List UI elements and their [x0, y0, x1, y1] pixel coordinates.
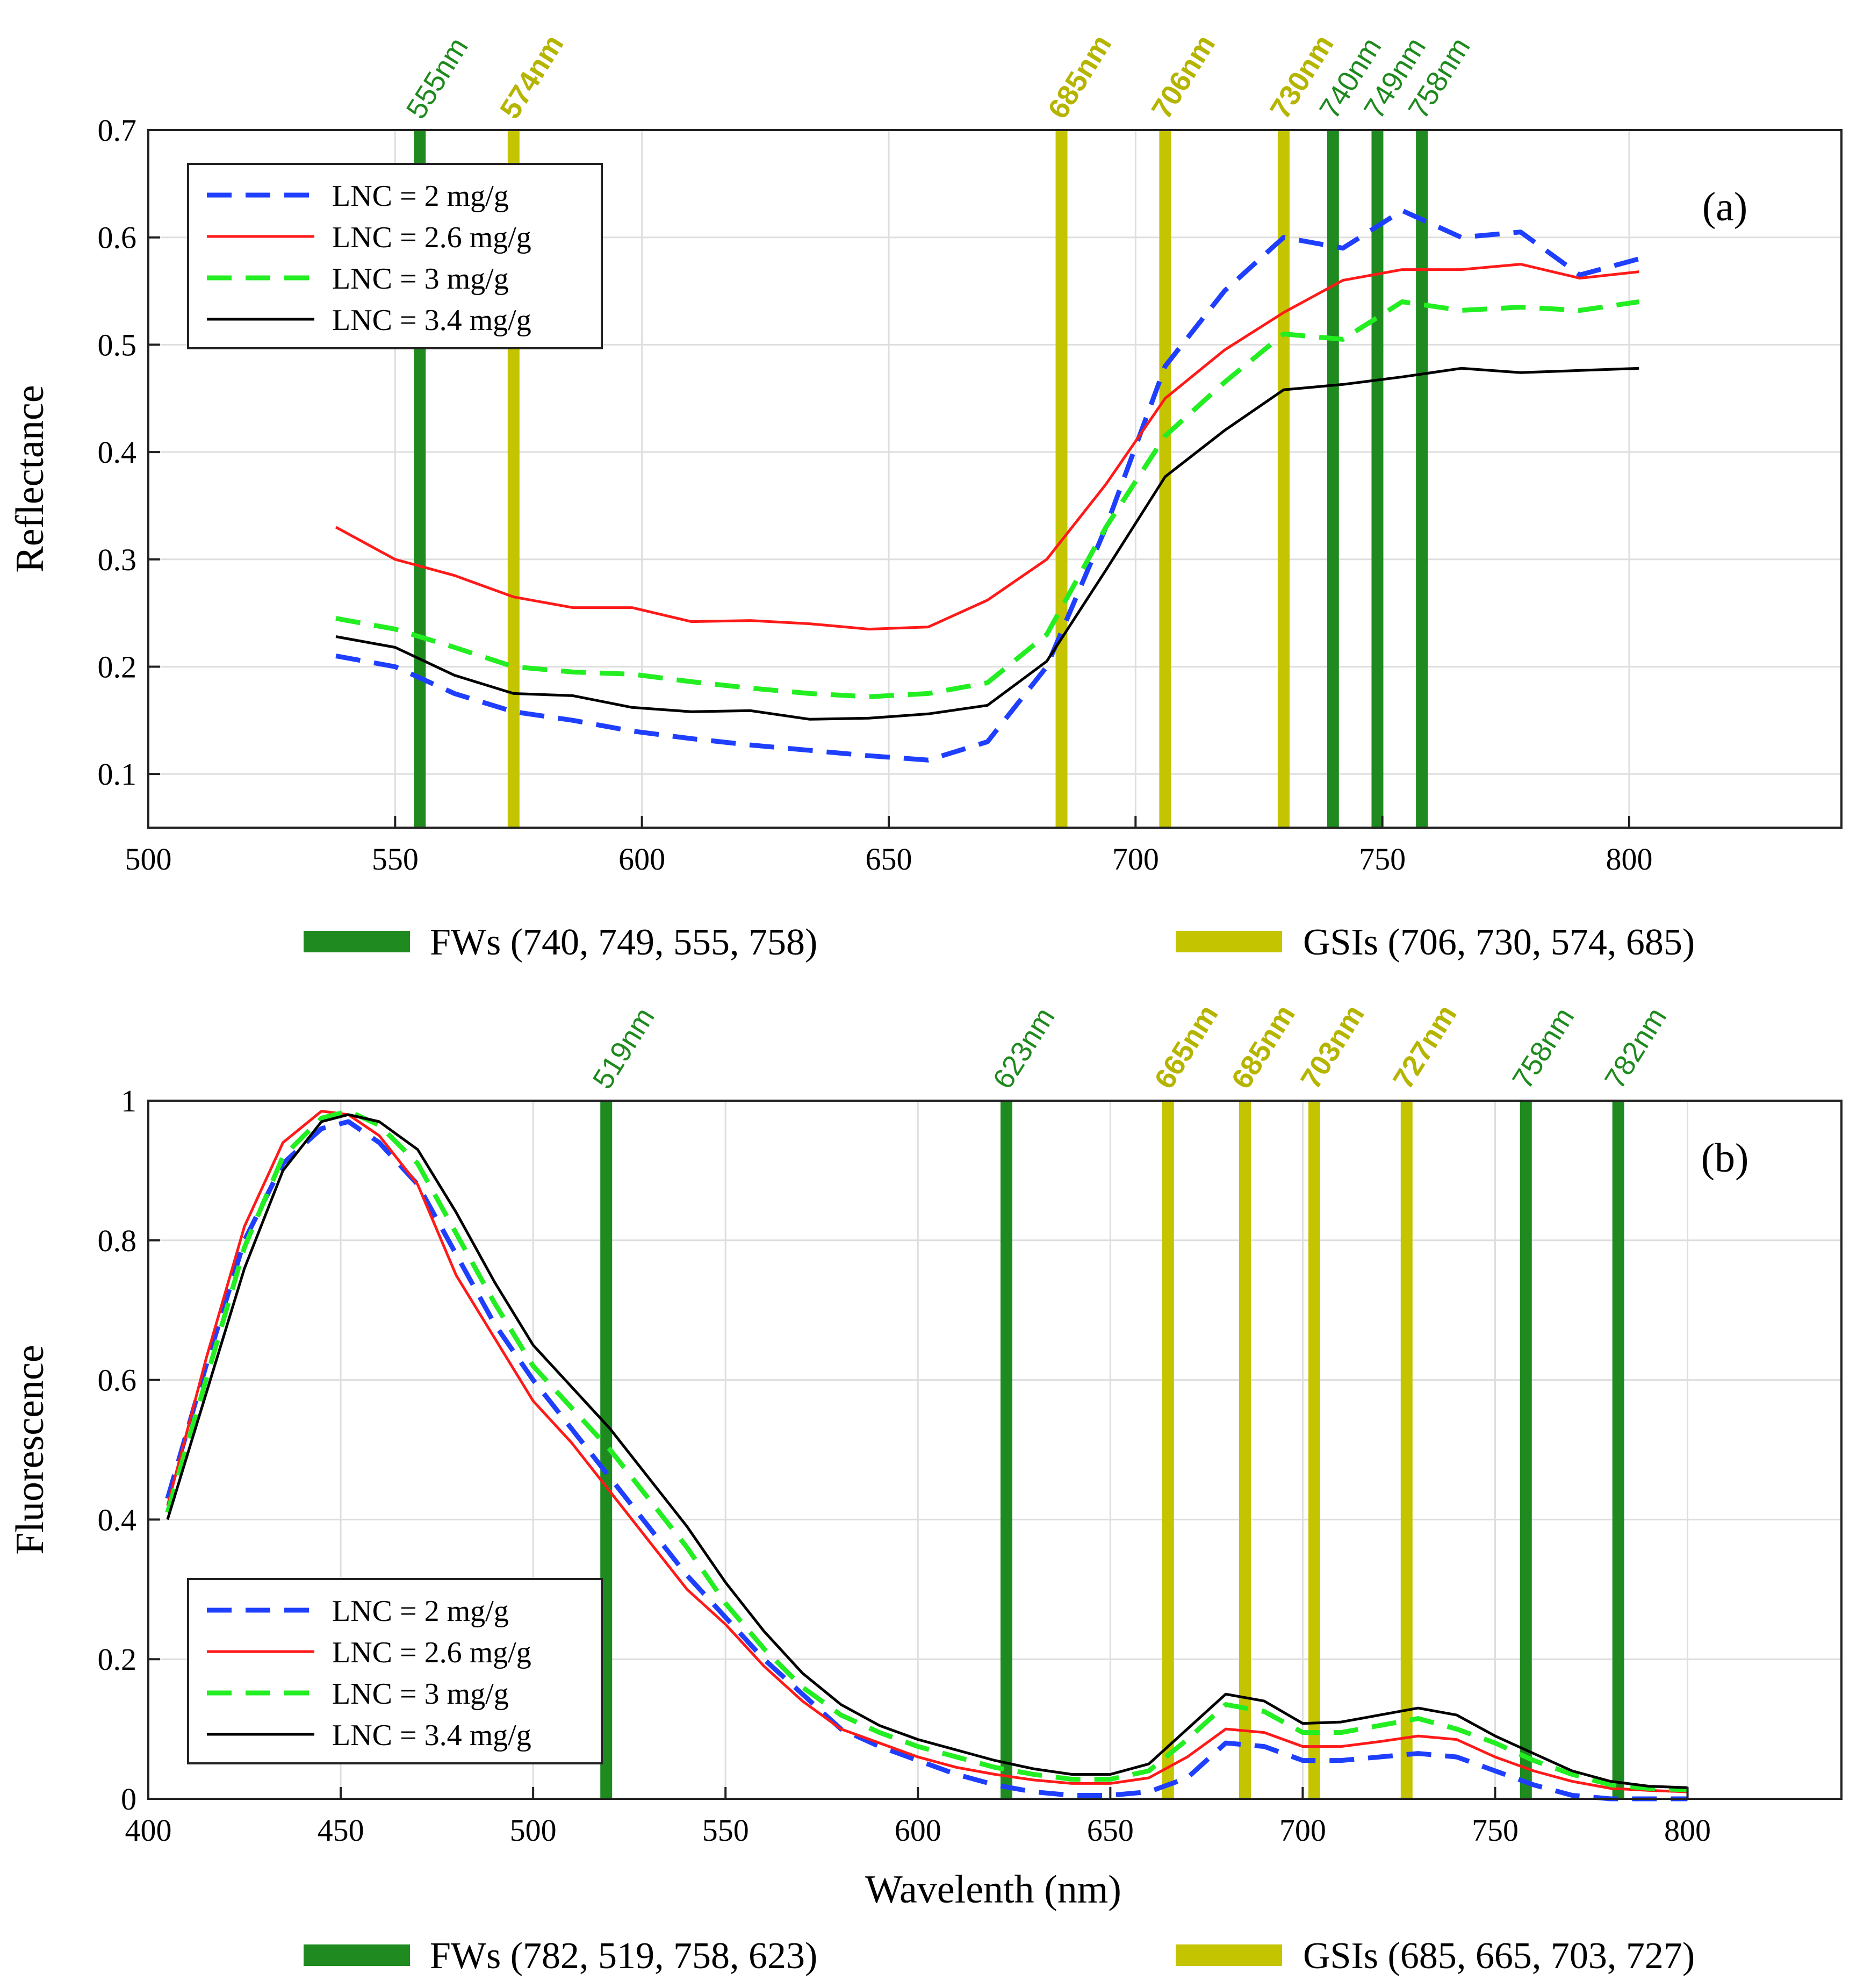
x-tick-label: 400: [125, 1813, 172, 1848]
band-label-703: 703nm: [1294, 999, 1371, 1094]
gsi-legend-swatch: [1176, 1944, 1282, 1966]
band-label-727: 727nm: [1387, 999, 1463, 1094]
x-axis-title: Wavelenth (nm): [865, 1868, 1121, 1912]
band-label-685: 685nm: [1225, 999, 1301, 1094]
fw-legend-label: FWs (740, 749, 555, 758): [430, 922, 817, 963]
series-line-4: [335, 367, 1639, 721]
band-label-706: 706nm: [1146, 29, 1222, 124]
y-tick-label: 0.2: [98, 1642, 137, 1677]
x-tick-label: 600: [895, 1813, 941, 1848]
legend-label-1: LNC = 2 mg/g: [332, 1595, 509, 1628]
y-axis-title: Fluorescence: [8, 1345, 52, 1554]
band-749-fws-bar: [1371, 130, 1384, 828]
x-tick-label: 750: [1472, 1813, 1519, 1848]
series-line-4: [166, 1113, 1688, 1789]
x-tick-label: 700: [1112, 842, 1159, 877]
band-727-gsis-bar: [1400, 1101, 1413, 1799]
legend-label-2: LNC = 2.6 mg/g: [332, 1636, 531, 1669]
band-740-fws-bar: [1327, 130, 1339, 828]
gsi-legend-label: GSIs (706, 730, 574, 685): [1303, 922, 1695, 963]
y-tick-label: 0.1: [98, 757, 137, 792]
band-label-782: 782nm: [1599, 1002, 1673, 1095]
panel-a-reflectance-chart: 500 550 600 650 700 750 800 0.1 0.2 0.3 0.4 0.5 0.6 0…: [8, 29, 1843, 963]
panel-b-fluorescence-chart: 400 450 500 550 600 650 700 750 800 0 0.2 0.4 0.6 0.8…: [8, 999, 1843, 1977]
panel-tag: (b): [1701, 1136, 1749, 1181]
y-tick-label: 0.5: [98, 327, 137, 362]
band-758-fws-bar: [1416, 130, 1428, 828]
series-line-1: [335, 208, 1640, 763]
x-tick-label: 500: [125, 842, 172, 877]
fw-legend-swatch: [304, 931, 410, 952]
y-tick-label: 0.7: [98, 113, 137, 148]
band-label-623: 623nm: [987, 1002, 1061, 1095]
x-tick-label: 800: [1606, 842, 1652, 877]
series-line-2: [166, 1110, 1688, 1793]
band-519-fws-bar: [600, 1101, 613, 1799]
band-623-fws-bar: [1000, 1101, 1012, 1799]
series-line-3: [165, 1109, 1688, 1792]
band-703-gsis-bar: [1308, 1101, 1320, 1799]
band-label-665: 665nm: [1148, 999, 1225, 1094]
y-tick-label: 0.2: [98, 649, 137, 684]
y-tick-label: 0.4: [98, 435, 137, 470]
x-tick-label: 550: [372, 842, 419, 877]
band-685-gsis-bar: [1055, 130, 1068, 828]
fw-legend-label: FWs (782, 519, 758, 623): [430, 1935, 817, 1977]
x-tick-label: 750: [1359, 842, 1406, 877]
y-axis-title: Reflectance: [8, 385, 52, 572]
series-line-2: [335, 263, 1639, 631]
band-label-574: 574nm: [494, 29, 570, 124]
legend-label-1: LNC = 2 mg/g: [332, 180, 509, 213]
y-tick-label: 0.4: [98, 1502, 137, 1537]
y-tick-label: 0: [121, 1782, 136, 1817]
band-782-fws-bar: [1612, 1101, 1624, 1799]
fw-legend-swatch: [304, 1944, 410, 1966]
legend-label-4: LNC = 3.4 mg/g: [332, 1719, 531, 1752]
y-tick-label: 1: [121, 1083, 136, 1118]
series-line-3: [335, 299, 1639, 699]
y-tick-label: 0.6: [98, 220, 137, 255]
axes-frame: [147, 1100, 1843, 1800]
y-tick-label: 0.3: [98, 542, 137, 577]
gsi-legend-label: GSIs (685, 665, 703, 727): [1303, 1935, 1695, 1977]
y-tick-label: 0.8: [98, 1223, 137, 1258]
x-tick-label: 450: [318, 1813, 364, 1848]
x-tick-label: 650: [865, 842, 912, 877]
x-tick-label: 800: [1664, 1813, 1711, 1848]
band-label-758: 758nm: [1506, 1002, 1580, 1095]
x-tick-label: 700: [1279, 1813, 1326, 1848]
band-758-fws-bar: [1520, 1101, 1532, 1799]
band-label-555: 555nm: [400, 32, 474, 125]
band-665-gsis-bar: [1162, 1101, 1174, 1799]
y-tick-label: 0.6: [98, 1363, 137, 1398]
x-tick-label: 650: [1087, 1813, 1134, 1848]
axes-frame: [147, 129, 1843, 829]
legend-label-4: LNC = 3.4 mg/g: [332, 304, 531, 337]
band-label-685: 685nm: [1042, 29, 1118, 124]
legend-label-3: LNC = 3 mg/g: [332, 262, 509, 296]
x-tick-label: 500: [510, 1813, 557, 1848]
panel-tag: (a): [1702, 184, 1747, 229]
series-line-1: [165, 1119, 1688, 1802]
legend-label-2: LNC = 2.6 mg/g: [332, 221, 531, 254]
gsi-legend-swatch: [1176, 931, 1282, 952]
legend-label-3: LNC = 3 mg/g: [332, 1677, 509, 1711]
band-685-gsis-bar: [1239, 1101, 1251, 1799]
x-tick-label: 550: [702, 1813, 749, 1848]
x-tick-label: 600: [618, 842, 665, 877]
band-730-gsis-bar: [1277, 130, 1290, 828]
band-label-519: 519nm: [586, 1002, 660, 1095]
